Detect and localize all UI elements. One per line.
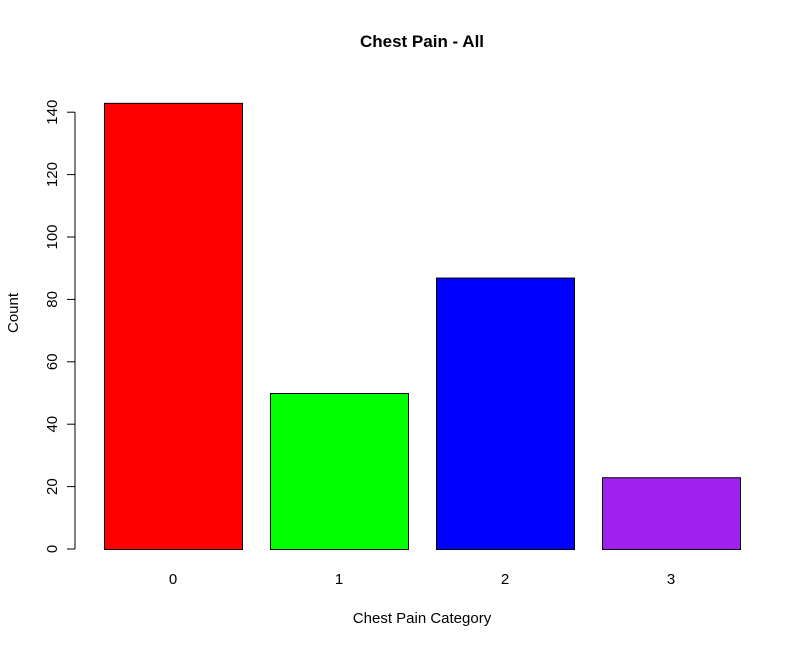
y-tick-label: 60	[44, 353, 61, 370]
y-axis: 0 20 40 60 80 100 120 140	[44, 100, 76, 553]
x-tick-label-3: 3	[667, 571, 675, 588]
y-tick-label: 100	[44, 224, 61, 249]
bars-group	[104, 102, 741, 550]
bar-1	[270, 393, 409, 550]
x-tick-label-0: 0	[169, 571, 177, 588]
x-tick-label-2: 2	[501, 571, 509, 588]
y-tick-label: 140	[44, 100, 61, 125]
x-tick-label-1: 1	[335, 571, 343, 588]
y-tick-label: 20	[44, 478, 61, 495]
y-tick-label: 0	[44, 545, 61, 553]
bar-0	[104, 102, 243, 550]
x-axis-tick-labels: 0 1 2 3	[169, 571, 675, 588]
bar-3	[602, 477, 741, 550]
x-axis-label: Chest Pain Category	[353, 610, 492, 627]
y-axis-label: Count	[5, 292, 22, 333]
y-tick-label: 40	[44, 416, 61, 433]
bar-2	[436, 277, 575, 550]
y-tick-label: 80	[44, 291, 61, 308]
y-tick-label: 120	[44, 162, 61, 187]
chart-title: Chest Pain - All	[360, 32, 484, 51]
